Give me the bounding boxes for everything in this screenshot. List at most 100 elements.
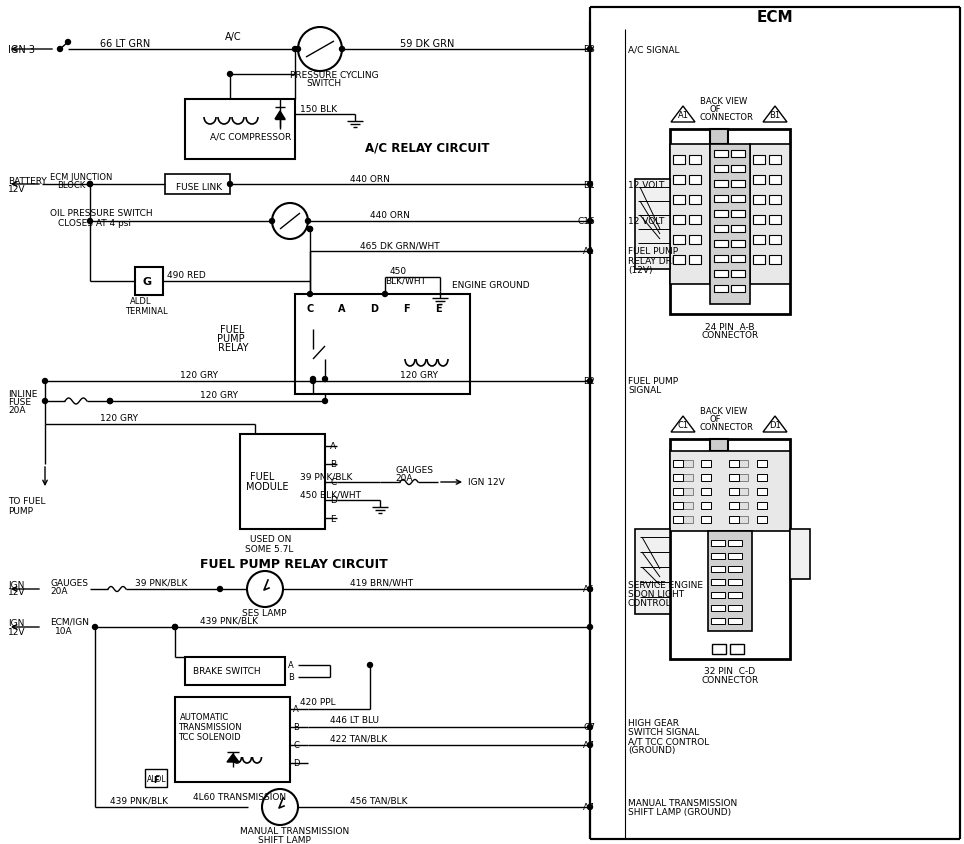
Bar — [731, 256, 745, 262]
Text: SERVICE ENGINE: SERVICE ENGINE — [628, 581, 703, 590]
Circle shape — [296, 47, 301, 52]
Bar — [135, 268, 163, 295]
Text: A: A — [330, 442, 336, 451]
Circle shape — [173, 625, 177, 630]
Text: FUEL PUMP: FUEL PUMP — [628, 247, 678, 257]
Circle shape — [587, 182, 593, 187]
Bar — [753, 196, 765, 205]
Text: PRESSURE CYCLING: PRESSURE CYCLING — [290, 72, 379, 80]
Bar — [711, 579, 725, 585]
Text: IGN: IGN — [8, 580, 24, 589]
Circle shape — [228, 182, 232, 187]
Circle shape — [587, 804, 593, 809]
Bar — [731, 241, 745, 247]
Text: FUEL PUMP RELAY CIRCUIT: FUEL PUMP RELAY CIRCUIT — [200, 558, 388, 571]
Circle shape — [308, 227, 312, 232]
Bar — [701, 502, 711, 510]
Bar — [729, 502, 739, 510]
Text: 440 ORN: 440 ORN — [370, 210, 410, 219]
Text: F: F — [403, 304, 410, 314]
Text: MODULE: MODULE — [246, 481, 288, 491]
Bar — [728, 566, 742, 572]
Text: 150 BLK: 150 BLK — [300, 105, 337, 113]
Circle shape — [587, 743, 593, 748]
Text: 66 LT GRN: 66 LT GRN — [100, 39, 150, 49]
Text: FUSE LINK: FUSE LINK — [176, 182, 222, 192]
Circle shape — [383, 292, 388, 297]
Bar — [731, 271, 745, 278]
Bar — [714, 196, 728, 203]
Text: 39 PNK/BLK: 39 PNK/BLK — [135, 578, 187, 587]
Text: A: A — [293, 705, 299, 714]
Bar — [753, 216, 765, 225]
Circle shape — [42, 379, 47, 384]
Text: OIL PRESSURE SWITCH: OIL PRESSURE SWITCH — [50, 209, 152, 219]
Bar — [714, 241, 728, 247]
Circle shape — [323, 377, 328, 382]
Text: F: F — [153, 776, 159, 785]
Bar — [701, 474, 711, 481]
Text: 465 DK GRN/WHT: 465 DK GRN/WHT — [360, 241, 440, 250]
Bar — [731, 196, 745, 203]
Text: CONNECTOR: CONNECTOR — [700, 423, 754, 432]
Bar — [673, 216, 685, 225]
Bar — [670, 145, 710, 284]
Bar — [670, 130, 790, 315]
Bar — [769, 256, 781, 265]
Text: USED ON: USED ON — [250, 535, 291, 544]
Text: 59 DK GRN: 59 DK GRN — [400, 39, 454, 49]
Text: 12V: 12V — [8, 186, 25, 194]
Circle shape — [108, 399, 113, 404]
Circle shape — [173, 625, 177, 630]
Bar — [635, 180, 670, 270]
Bar — [145, 769, 167, 787]
Text: ALDL: ALDL — [130, 297, 151, 306]
Text: SWITCH: SWITCH — [306, 79, 341, 89]
Text: C: C — [330, 478, 336, 487]
Text: A/C RELAY CIRCUIT: A/C RELAY CIRCUIT — [365, 141, 490, 154]
Text: C16: C16 — [577, 217, 595, 226]
Bar — [673, 176, 685, 185]
Bar — [730, 517, 748, 523]
Circle shape — [308, 292, 312, 297]
Circle shape — [88, 219, 93, 225]
Text: 20A: 20A — [50, 587, 67, 596]
Bar — [165, 175, 230, 195]
Bar — [731, 211, 745, 218]
Bar — [708, 532, 752, 631]
Text: 120 GRY: 120 GRY — [200, 391, 238, 400]
Text: E: E — [435, 304, 442, 314]
Text: ECM: ECM — [757, 10, 793, 25]
Text: 120 GRY: 120 GRY — [180, 371, 218, 380]
Bar — [730, 489, 748, 495]
Text: C: C — [307, 304, 313, 314]
Bar — [673, 461, 683, 468]
Bar — [769, 156, 781, 165]
Text: B: B — [288, 673, 294, 682]
Text: GAUGES: GAUGES — [50, 578, 88, 587]
Circle shape — [587, 379, 593, 384]
Bar — [753, 256, 765, 265]
Text: B1: B1 — [769, 111, 781, 121]
Text: CLOSES AT 4 psi: CLOSES AT 4 psi — [58, 219, 131, 227]
Text: D: D — [370, 304, 378, 314]
Polygon shape — [275, 112, 285, 120]
Text: 456 TAN/BLK: 456 TAN/BLK — [350, 796, 408, 804]
Text: ECM JUNCTION: ECM JUNCTION — [50, 172, 113, 181]
Text: (12V): (12V) — [628, 265, 653, 274]
Text: ENGINE GROUND: ENGINE GROUND — [452, 281, 529, 290]
Bar — [673, 489, 683, 495]
Bar — [769, 235, 781, 245]
Bar — [753, 176, 765, 185]
Text: OF: OF — [710, 106, 721, 115]
Bar — [689, 156, 701, 165]
Circle shape — [218, 587, 223, 592]
Circle shape — [339, 47, 344, 52]
Text: TERMINAL: TERMINAL — [125, 306, 168, 315]
Text: BLK/WHT: BLK/WHT — [385, 276, 426, 285]
Text: A7: A7 — [583, 741, 595, 749]
Text: CONNECTOR: CONNECTOR — [702, 331, 759, 340]
Bar — [757, 461, 767, 468]
Text: A5: A5 — [583, 585, 595, 594]
Circle shape — [108, 399, 113, 404]
